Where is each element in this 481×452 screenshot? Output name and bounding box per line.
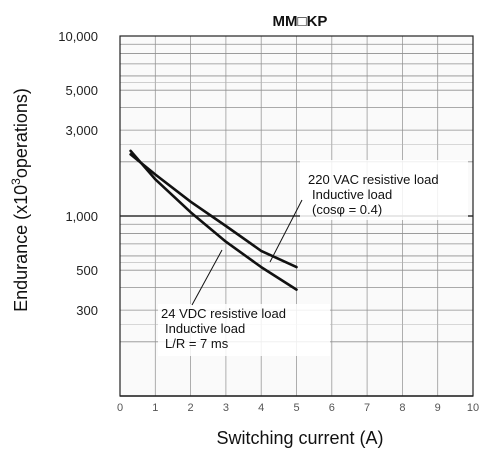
x-tick-label: 3 (223, 402, 229, 414)
series-lines (129, 149, 298, 291)
y-tick-label: 500 (76, 263, 98, 278)
x-tick-label: 5 (293, 402, 299, 414)
chart-title: MM□KP (273, 13, 328, 30)
annotation-220vac-line1: 220 VAC resistive load (308, 172, 439, 187)
series-line-2 (129, 149, 298, 291)
x-tick-label: 1 (152, 402, 158, 414)
x-tick-label: 9 (435, 402, 441, 414)
x-axis-label: Switching current (A) (216, 428, 383, 448)
annotation-24vdc: 24 VDC resistive load Inductive load L/R… (161, 306, 290, 351)
annotation-24vdc-line3: L/R = 7 ms (165, 336, 229, 351)
annotation-24vdc-bg (158, 304, 330, 356)
annotation-24vdc-line2: Inductive load (165, 321, 245, 336)
series-line-1 (129, 153, 298, 269)
y-axis-label: Endurance (x103operations) (9, 88, 31, 312)
x-tick-label: 2 (188, 402, 194, 414)
x-tick-label: 10 (467, 402, 479, 414)
annotation-24vdc-leader (191, 249, 223, 306)
x-tick-label: 7 (364, 402, 370, 414)
x-tick-label: 4 (258, 402, 264, 414)
plot-frame (119, 35, 474, 397)
annotation-220vac-leader (269, 199, 303, 263)
annotation-220vac: 220 VAC resistive load Inductive load (c… (308, 172, 442, 217)
y-tick-label: 10,000 (58, 29, 98, 44)
annotation-24vdc-line1: 24 VDC resistive load (161, 306, 286, 321)
y-tick-label: 5,000 (65, 83, 98, 98)
annotation-220vac-bg (300, 160, 468, 220)
y-tick-label: 1,000 (65, 209, 98, 224)
x-tick-label: 8 (399, 402, 405, 414)
y-tick-label: 3,000 (65, 123, 98, 138)
annotation-220vac-line3: (cosφ = 0.4) (312, 202, 382, 217)
tick-labels: 0 1 2 3 4 5 6 7 8 9 10 300 500 1,000 3,000 5,000 10,000 (58, 29, 479, 414)
x-tick-label: 6 (329, 402, 335, 414)
y-tick-label: 300 (76, 303, 98, 318)
y-axis-label-superscript: 3 (9, 178, 23, 185)
x-tick-label: 0 (117, 402, 123, 414)
annotation-220vac-line2: Inductive load (312, 187, 392, 202)
